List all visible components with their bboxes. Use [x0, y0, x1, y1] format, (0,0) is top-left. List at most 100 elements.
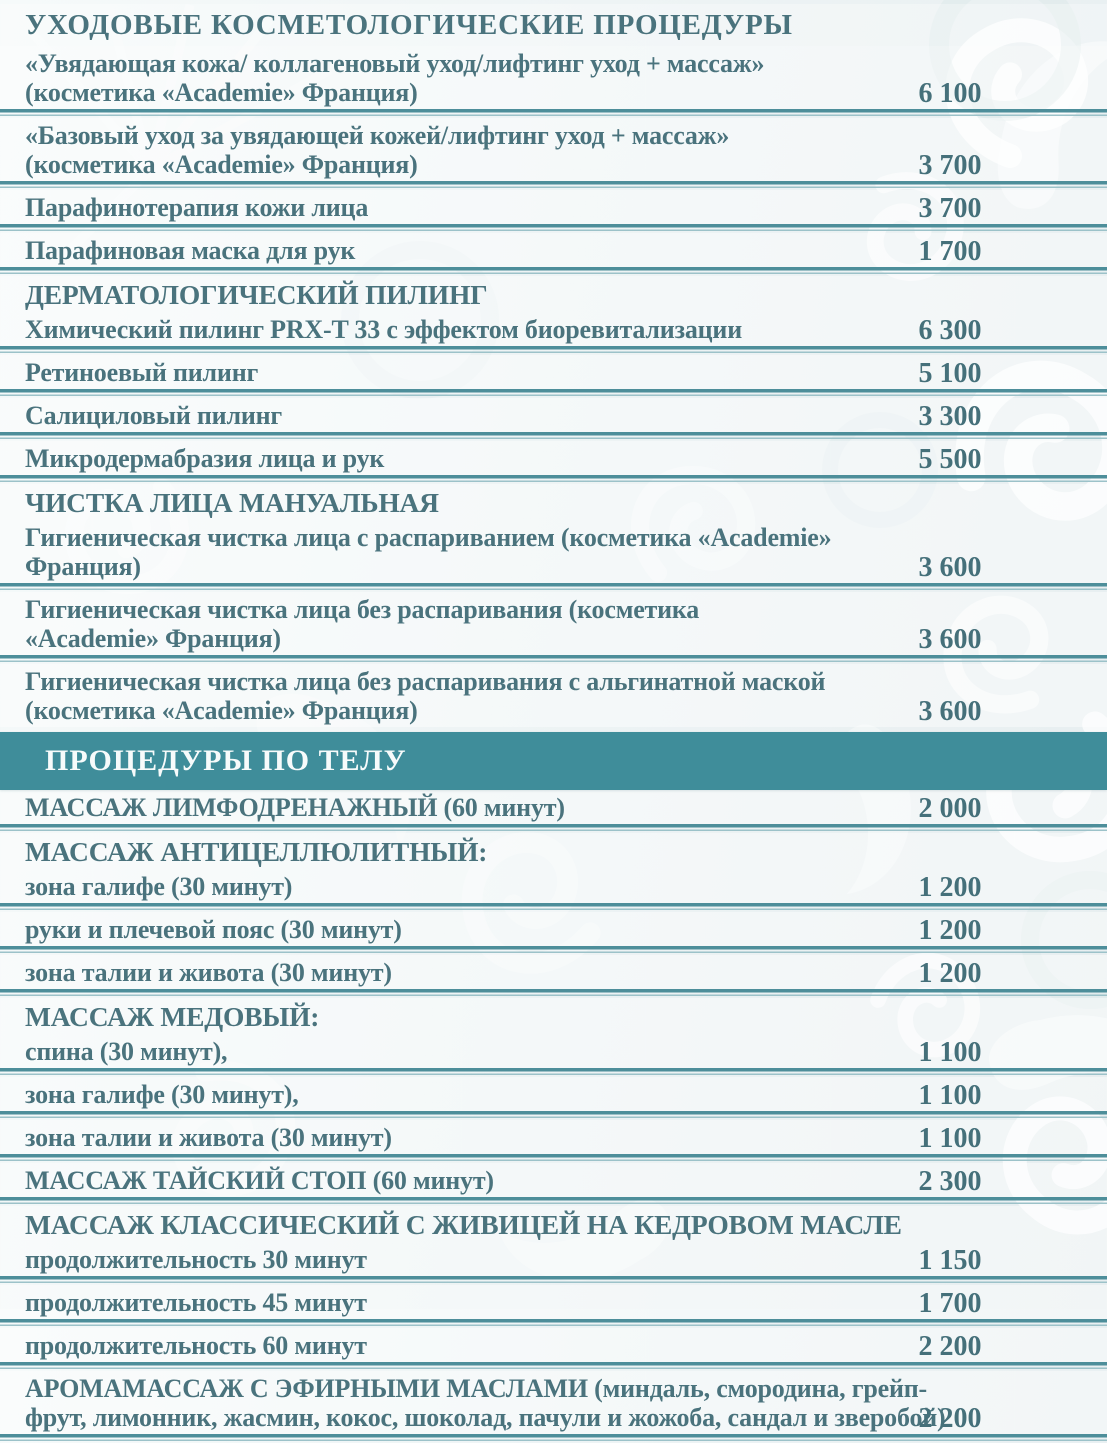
- price-row: зона галифе (30 минут) 1 200: [0, 869, 1107, 903]
- service-name: продолжительность 30 минут: [25, 1245, 367, 1274]
- service-price: 1 100: [918, 1123, 982, 1154]
- service-price: 1 200: [918, 872, 982, 903]
- service-price: 6 300: [918, 315, 982, 346]
- section-header: МАССАЖ КЛАССИЧЕСКИЙ С ЖИВИЦЕЙ НА КЕДРОВО…: [0, 1206, 1107, 1242]
- row-divider: [0, 1197, 1107, 1206]
- service-name: Гигиеническая чистка лица без распариван…: [25, 595, 700, 653]
- price-row: МАССАЖ ТАЙСКИЙ СТОП (60 минут) 2 300: [0, 1163, 1107, 1197]
- price-row: Гигиеническая чистка лица без распариван…: [0, 664, 1107, 727]
- row-divider: [0, 389, 1107, 398]
- row-divider: [0, 475, 1107, 484]
- service-name: зона талии и живота (30 минут): [25, 1123, 392, 1152]
- price-row: «Увядающая кожа/ коллагеновый уход/лифти…: [0, 46, 1107, 109]
- service-name: Парафиновая маска для рук: [25, 236, 356, 265]
- service-price: 3 600: [918, 696, 982, 727]
- service-name: ДЕРМАТОЛОГИЧЕСКИЙ ПИЛИНГ: [25, 279, 488, 310]
- service-name: МАССАЖ ТАЙСКИЙ СТОП (60 минут): [25, 1166, 494, 1195]
- service-price: 3 700: [918, 193, 982, 224]
- price-row: Парафиновая маска для рук 1 700: [0, 233, 1107, 267]
- service-name: МАССАЖ ЛИМФОДРЕНАЖНЫЙ (60 минут): [25, 793, 565, 822]
- price-row: руки и плечевой пояс (30 минут) 1 200: [0, 912, 1107, 946]
- row-divider: [0, 346, 1107, 355]
- row-divider: [0, 1434, 1107, 1443]
- rows: УХОДОВЫЕ КОСМЕТОЛОГИЧЕСКИЕ ПРОЦЕДУРЫ «Ув…: [0, 4, 1107, 1443]
- service-name: зона талии и живота (30 минут): [25, 958, 392, 987]
- service-name: Микродермабразия лица и рук: [25, 444, 385, 473]
- service-name: зона галифе (30 минут),: [25, 1080, 299, 1109]
- price-row: Химический пилинг PRX-T 33 с эффектом би…: [0, 312, 1107, 346]
- service-price: 3 600: [918, 552, 982, 583]
- service-name: МАССАЖ МЕДОВЫЙ:: [25, 1001, 320, 1032]
- price-row: АРОМАМАССАЖ С ЭФИРНЫМИ МАСЛАМИ (миндаль,…: [0, 1371, 1107, 1434]
- service-price: 3 300: [918, 401, 982, 432]
- service-name: «Увядающая кожа/ коллагеновый уход/лифти…: [25, 49, 765, 107]
- price-row: Гигиеническая чистка лица с распаривание…: [0, 520, 1107, 583]
- service-price: 1 100: [918, 1080, 982, 1111]
- service-name: УХОДОВЫЕ КОСМЕТОЛОГИЧЕСКИЕ ПРОЦЕДУРЫ: [25, 9, 793, 41]
- row-divider: [0, 1319, 1107, 1328]
- service-name: МАССАЖ АНТИЦЕЛЛЮЛИТНЫЙ:: [25, 836, 488, 867]
- service-price: 1 200: [918, 958, 982, 989]
- service-price: 2 300: [918, 1166, 982, 1197]
- row-divider: [0, 946, 1107, 955]
- row-divider: [0, 109, 1107, 118]
- service-price: 6 100: [918, 78, 982, 109]
- service-price: 1 700: [918, 236, 982, 267]
- page-title: УХОДОВЫЕ КОСМЕТОЛОГИЧЕСКИЕ ПРОЦЕДУРЫ: [0, 4, 1107, 46]
- price-row: «Базовый уход за увядающей кожей/лифтинг…: [0, 118, 1107, 181]
- service-price: 3 600: [918, 624, 982, 655]
- service-name: Салициловый пилинг: [25, 401, 283, 430]
- service-price: 1 100: [918, 1037, 982, 1068]
- service-price: 5 500: [918, 444, 982, 475]
- price-row: Ретиноевый пилинг 5 100: [0, 355, 1107, 389]
- row-divider: [0, 989, 1107, 998]
- section-header: МАССАЖ МЕДОВЫЙ:: [0, 998, 1107, 1034]
- price-row: Гигиеническая чистка лица без распариван…: [0, 592, 1107, 655]
- row-divider: [0, 1068, 1107, 1077]
- category-banner-label: ПРОЦЕДУРЫ ПО ТЕЛУ: [45, 744, 407, 777]
- price-row: МАССАЖ ЛИМФОДРЕНАЖНЫЙ (60 минут) 2 000: [0, 790, 1107, 824]
- price-row: Микродермабразия лица и рук 5 500: [0, 441, 1107, 475]
- service-price: 3 700: [918, 150, 982, 181]
- price-row: Салициловый пилинг 3 300: [0, 398, 1107, 432]
- service-price: 2 000: [918, 793, 982, 824]
- service-name: Химический пилинг PRX-T 33 с эффектом би…: [25, 315, 742, 344]
- row-divider: [0, 1154, 1107, 1163]
- service-name: ЧИСТКА ЛИЦА МАНУАЛЬНАЯ: [25, 487, 439, 518]
- service-name: Ретиноевый пилинг: [25, 358, 259, 387]
- price-row: Парафинотерапия кожи лица 3 700: [0, 190, 1107, 224]
- row-divider: [0, 1276, 1107, 1285]
- row-divider: [0, 903, 1107, 912]
- row-divider: [0, 824, 1107, 833]
- row-divider: [0, 267, 1107, 276]
- row-divider: [0, 583, 1107, 592]
- section-header: МАССАЖ АНТИЦЕЛЛЮЛИТНЫЙ:: [0, 833, 1107, 869]
- section-header: ЧИСТКА ЛИЦА МАНУАЛЬНАЯ: [0, 484, 1107, 520]
- row-divider: [0, 1362, 1107, 1371]
- row-divider: [0, 432, 1107, 441]
- price-row: продолжительность 30 минут 1 150: [0, 1242, 1107, 1276]
- service-name: «Базовый уход за увядающей кожей/лифтинг…: [25, 121, 730, 179]
- service-name: Парафинотерапия кожи лица: [25, 193, 369, 222]
- service-name: спина (30 минут),: [25, 1037, 228, 1066]
- row-divider: [0, 224, 1107, 233]
- section-header: ДЕРМАТОЛОГИЧЕСКИЙ ПИЛИНГ: [0, 276, 1107, 312]
- service-name: МАССАЖ КЛАССИЧЕСКИЙ С ЖИВИЦЕЙ НА КЕДРОВО…: [25, 1209, 902, 1240]
- price-row: зона талии и живота (30 минут) 1 100: [0, 1120, 1107, 1154]
- row-divider: [0, 1111, 1107, 1120]
- price-row: зона галифе (30 минут), 1 100: [0, 1077, 1107, 1111]
- price-row: продолжительность 45 минут 1 700: [0, 1285, 1107, 1319]
- price-row: продолжительность 60 минут 2 200: [0, 1328, 1107, 1362]
- price-row: зона талии и живота (30 минут) 1 200: [0, 955, 1107, 989]
- service-price: 2 200: [918, 1403, 982, 1434]
- row-divider: [0, 181, 1107, 190]
- service-price: 5 100: [918, 358, 982, 389]
- service-price: 2 200: [918, 1331, 982, 1362]
- row-divider: [0, 655, 1107, 664]
- category-banner: ПРОЦЕДУРЫ ПО ТЕЛУ: [0, 732, 1107, 790]
- service-name: руки и плечевой пояс (30 минут): [25, 915, 402, 944]
- service-name: зона галифе (30 минут): [25, 872, 293, 901]
- price-row: спина (30 минут), 1 100: [0, 1034, 1107, 1068]
- service-price: 1 200: [918, 915, 982, 946]
